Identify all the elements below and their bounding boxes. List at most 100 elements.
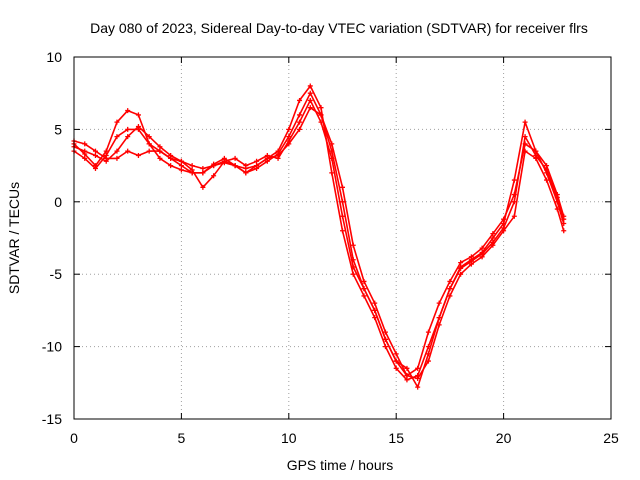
y-tick-labels: 10 5 0 -5 -10 -15	[42, 49, 62, 427]
data-point	[135, 124, 141, 130]
data-point	[318, 119, 324, 125]
data-point	[458, 271, 464, 277]
data-point	[307, 90, 313, 96]
y-tick-label: 10	[46, 49, 62, 65]
data-point	[404, 365, 410, 371]
data-point	[511, 177, 517, 183]
data-point	[157, 144, 163, 150]
data-point	[146, 148, 152, 154]
data-point	[221, 158, 227, 164]
y-tick-label: -10	[42, 339, 62, 355]
data-point	[340, 213, 345, 219]
data-point	[490, 231, 496, 237]
data-point	[200, 165, 206, 171]
y-axis-label: SDTVAR / TECUs	[6, 182, 22, 294]
data-point	[511, 213, 517, 219]
data-point	[243, 170, 249, 176]
data-point	[211, 163, 217, 169]
data-point	[561, 228, 567, 234]
data-point	[415, 384, 421, 390]
data-point	[254, 163, 260, 169]
data-point	[361, 293, 367, 299]
data-point	[178, 167, 184, 173]
x-tick-label: 0	[70, 430, 78, 446]
data-point	[135, 152, 141, 158]
data-point	[318, 105, 324, 111]
data-point	[318, 112, 324, 118]
data-point	[382, 336, 388, 342]
data-point	[82, 155, 88, 161]
data-point	[393, 351, 399, 357]
tick-layer	[73, 56, 612, 420]
data-point	[340, 199, 345, 205]
data-point	[522, 134, 528, 140]
data-point	[168, 163, 174, 169]
data-point	[297, 119, 303, 125]
chart-title: Day 080 of 2023, Sidereal Day-to-day VTE…	[90, 20, 588, 36]
data-point	[425, 351, 431, 357]
data-point	[254, 158, 260, 164]
data-point	[382, 344, 388, 350]
y-tick-label: 0	[54, 194, 62, 210]
data-point	[468, 254, 474, 260]
x-tick-label: 10	[281, 430, 297, 446]
data-point	[544, 177, 550, 183]
data-point	[468, 258, 474, 264]
data-point	[146, 134, 152, 140]
data-point	[125, 134, 131, 140]
x-axis-label: GPS time / hours	[287, 457, 394, 473]
data-point	[490, 235, 496, 241]
data-point	[297, 97, 303, 103]
data-point	[393, 358, 399, 364]
data-point	[479, 245, 485, 251]
data-point	[125, 108, 131, 114]
data-point	[157, 155, 163, 161]
grid-layer	[74, 57, 611, 419]
data-point	[340, 228, 345, 234]
data-point	[415, 365, 421, 371]
data-point	[372, 300, 378, 306]
data-point	[92, 152, 98, 158]
data-point	[544, 167, 550, 173]
data-point	[114, 119, 120, 125]
data-point	[544, 163, 550, 169]
data-point	[404, 377, 410, 383]
data-point	[114, 148, 120, 154]
data-point	[458, 265, 464, 271]
data-point	[458, 260, 464, 266]
data-point	[200, 184, 206, 190]
data-point	[297, 126, 303, 132]
data-point	[125, 126, 131, 132]
data-point	[479, 251, 485, 257]
data-point	[329, 170, 335, 176]
data-point	[114, 134, 120, 140]
data-point	[211, 173, 217, 179]
data-point	[329, 141, 335, 147]
data-point	[189, 163, 195, 169]
data-layer	[71, 83, 567, 390]
x-tick-label: 20	[496, 430, 512, 446]
data-point	[178, 158, 184, 164]
data-point	[103, 158, 109, 164]
y-tick-label: 5	[54, 121, 62, 137]
data-point	[157, 148, 163, 154]
data-point	[447, 293, 453, 299]
data-point	[436, 300, 442, 306]
data-point	[189, 167, 195, 173]
data-point	[350, 271, 356, 277]
data-point	[350, 242, 356, 248]
data-point	[114, 155, 120, 161]
data-point	[92, 165, 98, 171]
data-point	[511, 199, 517, 205]
y-tick-label: -5	[50, 266, 63, 282]
data-point	[501, 225, 507, 231]
data-point	[82, 148, 88, 154]
data-point	[415, 375, 421, 381]
data-point	[522, 119, 528, 125]
data-point	[232, 163, 238, 169]
data-point	[92, 148, 98, 154]
series-day-4	[71, 97, 567, 390]
series-line	[73, 85, 565, 381]
series-day-1	[71, 83, 567, 383]
data-point	[554, 194, 560, 200]
